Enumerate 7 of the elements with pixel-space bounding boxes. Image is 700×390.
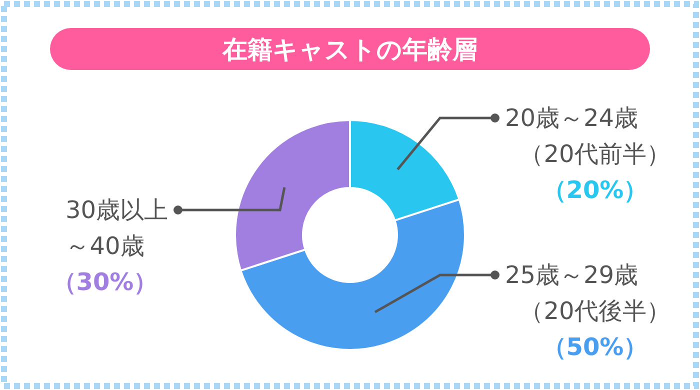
data-label: （50%） <box>542 333 648 361</box>
slice-label: 30歳以上～40歳 <box>65 196 168 260</box>
slice-label: 25歳～29歳（20代後半） <box>505 261 670 325</box>
slice-label: 20歳～24歳（20代前半） <box>505 104 670 168</box>
data-label: （30%） <box>52 268 158 296</box>
chart-title: 在籍キャストの年齢層 <box>222 35 478 64</box>
data-label: （20%） <box>542 176 648 204</box>
